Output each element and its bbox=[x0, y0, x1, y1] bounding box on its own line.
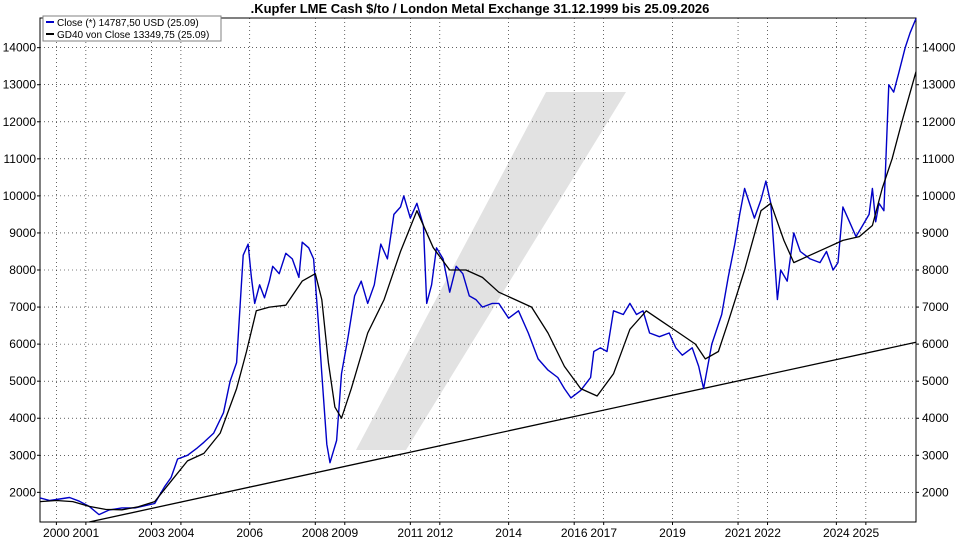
y-tick-label-right: 12000 bbox=[922, 115, 956, 129]
y-tick-label-right: 5000 bbox=[922, 374, 949, 388]
x-tick-label: 2001 bbox=[73, 526, 100, 540]
x-tick-label: 2014 bbox=[495, 526, 522, 540]
legend-box bbox=[42, 15, 222, 42]
x-tick-label: 2017 bbox=[590, 526, 617, 540]
support-trendline bbox=[89, 341, 917, 523]
x-tick-label: 2003 bbox=[138, 526, 165, 540]
x-tick-label: 2011 bbox=[397, 526, 423, 540]
x-tick-label: 2006 bbox=[236, 526, 263, 540]
legend-label-close: Close (*) 14787,50 USD (25.09) bbox=[57, 18, 199, 29]
chart-title: .Kupfer LME Cash $/to / London Metal Exc… bbox=[250, 1, 710, 16]
x-axis-labels: 2000 2001 2003 2004 2006 2008 2009 2011 2012 2014… bbox=[43, 522, 880, 540]
grid-layer bbox=[40, 18, 916, 522]
watermark-logo bbox=[356, 92, 626, 450]
x-tick-label: 2000 bbox=[43, 526, 70, 540]
x-tick-label: 2021 bbox=[725, 526, 752, 540]
y-tick-label-left: 13000 bbox=[3, 78, 37, 92]
series-line-gd40 bbox=[39, 71, 917, 511]
x-tick-label: 2024 bbox=[823, 526, 850, 540]
x-tick-label: 2022 bbox=[754, 526, 781, 540]
x-tick-label: 2025 bbox=[853, 526, 880, 540]
y-tick-label-right: 11000 bbox=[922, 152, 955, 166]
y-tick-label-right: 8000 bbox=[922, 263, 949, 277]
y-tick-label-left: 3000 bbox=[9, 448, 36, 462]
y-tick-label-right: 13000 bbox=[922, 78, 956, 92]
y-tick-label-left: 8000 bbox=[9, 263, 36, 277]
x-tick-label: 2009 bbox=[331, 526, 358, 540]
x-tick-label: 2012 bbox=[426, 526, 453, 540]
x-tick-label: 2004 bbox=[168, 526, 195, 540]
x-tick-label: 2016 bbox=[561, 526, 588, 540]
y-tick-label-left: 6000 bbox=[9, 337, 36, 351]
y-tick-label-right: 14000 bbox=[922, 41, 956, 55]
y-tick-label-right: 2000 bbox=[922, 485, 949, 499]
y-tick-label-right: 3000 bbox=[922, 448, 949, 462]
x-tick-label: 2008 bbox=[302, 526, 329, 540]
series-layer bbox=[39, 18, 917, 516]
y-tick-label-left: 9000 bbox=[9, 226, 36, 240]
y-tick-label-left: 2000 bbox=[9, 485, 36, 499]
y-tick-label-left: 4000 bbox=[9, 411, 36, 425]
y-tick-label-right: 6000 bbox=[922, 337, 949, 351]
y-axis-labels: 2000 2000 3000 3000 4000 4000 5000 5000 6000 6000… bbox=[3, 41, 956, 500]
y-tick-label-right: 10000 bbox=[922, 189, 956, 203]
y-tick-label-left: 7000 bbox=[9, 300, 36, 314]
y-tick-label-left: 11000 bbox=[4, 152, 37, 166]
y-tick-label-left: 12000 bbox=[3, 115, 37, 129]
x-tick-label: 2019 bbox=[659, 526, 686, 540]
y-tick-label-left: 5000 bbox=[9, 374, 36, 388]
legend-label-gd40: GD40 von Close 13349,75 (25.09) bbox=[57, 30, 209, 41]
y-tick-label-right: 4000 bbox=[922, 411, 949, 425]
y-tick-label-left: 10000 bbox=[3, 189, 37, 203]
legend: Close (*) 14787,50 USD (25.09) GD40 von … bbox=[42, 15, 222, 42]
y-tick-label-right: 7000 bbox=[922, 300, 949, 314]
series-line-close bbox=[39, 18, 917, 516]
y-tick-label-right: 9000 bbox=[922, 226, 949, 240]
y-tick-label-left: 14000 bbox=[3, 41, 37, 55]
trendline-layer bbox=[89, 341, 917, 523]
